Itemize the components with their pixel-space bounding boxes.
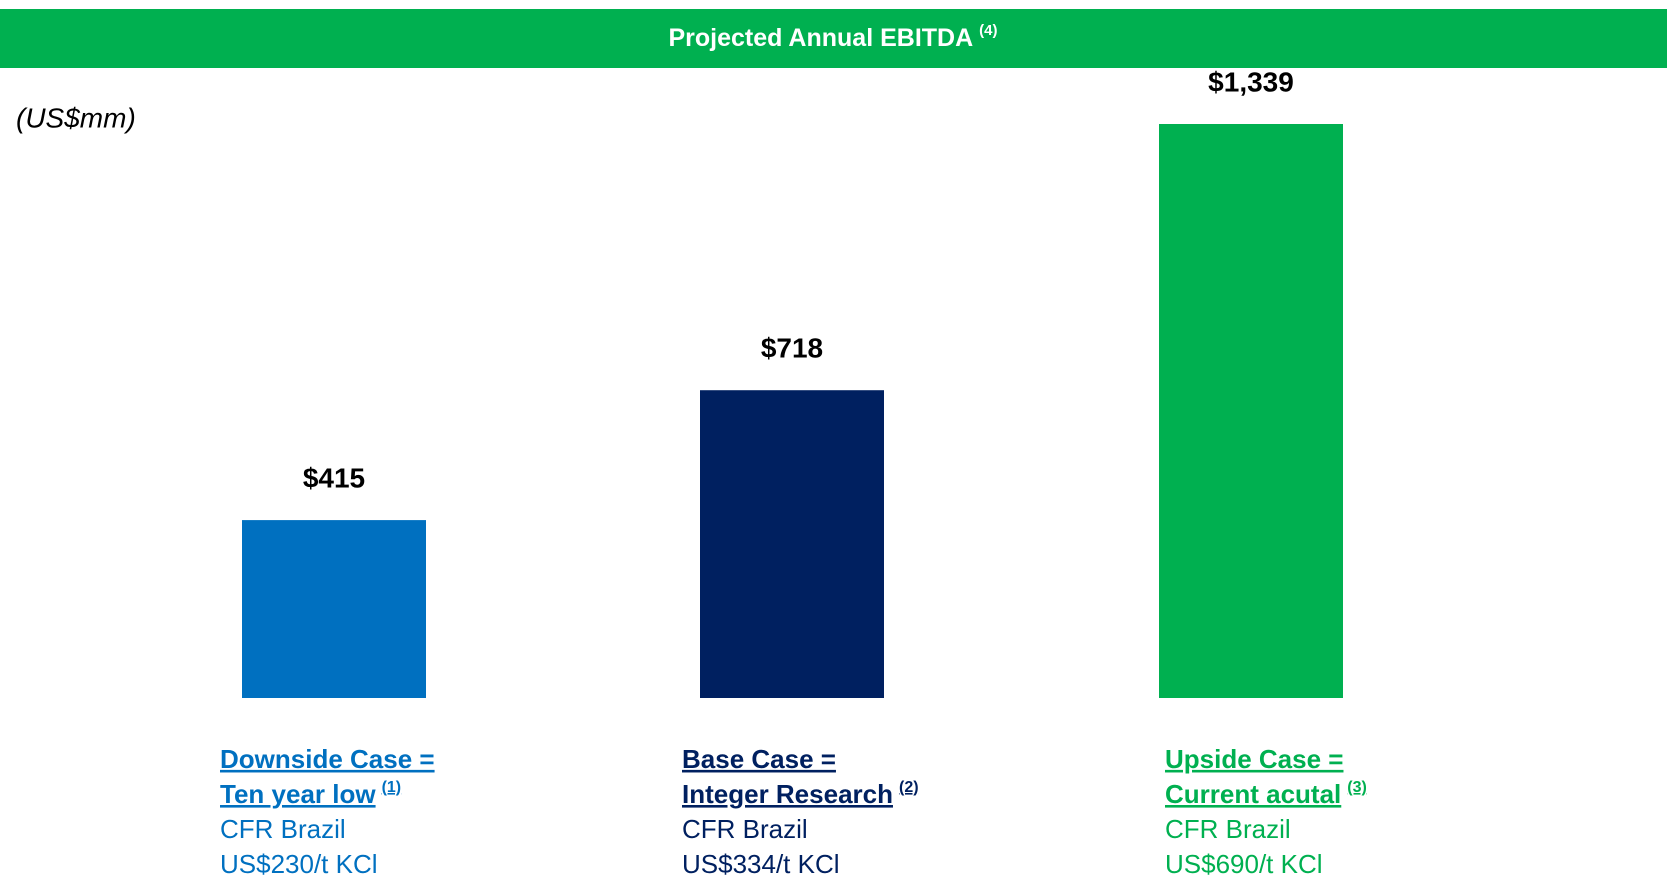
subheading-group: Integer Research (2) [682, 779, 919, 809]
location: CFR Brazil [220, 814, 346, 844]
subheading: Ten year low [220, 779, 376, 809]
footnote-ref: (2) [899, 779, 919, 796]
chart-title: Projected Annual EBITDA [668, 24, 973, 52]
location: CFR Brazil [682, 814, 808, 844]
subheading: Integer Research [682, 779, 893, 809]
bar [1159, 124, 1343, 698]
bar [242, 520, 426, 698]
title-note: (4) [979, 22, 997, 39]
value-label: $718 [761, 333, 823, 364]
value-label: $415 [303, 462, 365, 493]
header-band [0, 9, 1667, 68]
category-label: Upside Case = [1165, 744, 1343, 774]
footnote-ref: (1) [382, 779, 402, 796]
subheading-group: Ten year low (1) [220, 779, 401, 809]
value-label: $1,339 [1208, 66, 1294, 97]
unit-label: (US$mm) [16, 102, 136, 133]
chart-title-group: Projected Annual EBITDA (4) [668, 22, 997, 52]
location: CFR Brazil [1165, 814, 1291, 844]
bar [700, 390, 884, 698]
price: US$230/t KCl [220, 849, 378, 878]
price: US$690/t KCl [1165, 849, 1323, 878]
subheading: Current acutal [1165, 779, 1341, 809]
category-label: Downside Case = [220, 744, 435, 774]
footnote-ref: (3) [1347, 779, 1367, 796]
subheading-group: Current acutal (3) [1165, 779, 1367, 809]
price: US$334/t KCl [682, 849, 840, 878]
category-label: Base Case = [682, 744, 836, 774]
